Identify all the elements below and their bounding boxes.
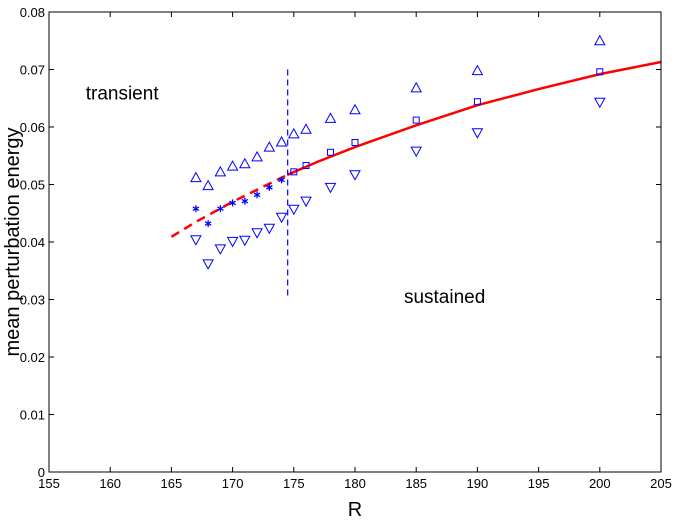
x-tick-label: 155	[38, 476, 60, 491]
point-triangle-up	[287, 127, 300, 139]
y-tick-label: 0	[38, 465, 45, 480]
x-tick-label: 175	[283, 476, 305, 491]
point-triangle-down	[238, 235, 251, 247]
fit-curve-group	[170, 60, 662, 238]
annotation-transient: transient	[86, 83, 160, 104]
point-triangle-down	[263, 223, 276, 235]
point-triangle-down	[300, 196, 312, 208]
point-triangle-up	[349, 103, 361, 115]
point-asterisk	[253, 191, 261, 199]
point-triangle-up	[226, 160, 239, 171]
point-triangle-down	[226, 236, 239, 248]
point-triangle-up	[471, 64, 484, 76]
point-triangle-down	[251, 228, 263, 239]
point-square	[412, 116, 420, 124]
y-axis-label: mean perturbation energy	[2, 127, 24, 356]
x-tick-label: 200	[589, 476, 611, 491]
point-triangle-up	[324, 112, 337, 123]
point-triangle-up	[263, 141, 276, 152]
data-points-group	[190, 34, 606, 270]
point-asterisk	[192, 205, 200, 213]
x-tick-label: 180	[344, 476, 366, 491]
asterisk-stroke	[253, 192, 261, 198]
point-triangle-up	[238, 157, 251, 169]
point-square	[290, 168, 298, 176]
point-triangle-down	[471, 128, 484, 139]
point-square	[596, 68, 604, 76]
x-tick-label: 185	[405, 476, 427, 491]
fit-curve-solid	[287, 60, 662, 176]
point-triangle-down	[287, 204, 300, 216]
point-triangle-down	[190, 235, 202, 246]
point-asterisk	[241, 197, 249, 205]
point-triangle-down	[593, 97, 606, 109]
asterisk-stroke	[229, 200, 236, 206]
point-asterisk	[229, 199, 236, 207]
point-triangle-up	[202, 179, 214, 191]
point-triangle-up	[593, 34, 606, 46]
y-tick-label: 0.07	[20, 63, 45, 78]
asterisk-stroke	[192, 206, 200, 211]
point-triangle-down	[202, 259, 214, 270]
y-tick-label: 0.08	[20, 5, 45, 20]
x-tick-label: 165	[161, 476, 183, 491]
y-tick-label: 0.04	[20, 235, 45, 250]
point-square	[473, 98, 481, 106]
point-asterisk	[204, 220, 212, 228]
fit-curve-dashed	[170, 173, 289, 238]
x-tick-label: 205	[650, 476, 672, 491]
point-triangle-down	[214, 244, 227, 255]
point-asterisk	[278, 176, 285, 184]
asterisk-stroke	[204, 221, 212, 226]
annotation-sustained: sustained	[404, 287, 485, 308]
point-triangle-up	[190, 171, 202, 183]
point-triangle-down	[410, 146, 423, 158]
asterisk-stroke	[265, 185, 273, 190]
x-tick-label: 170	[222, 476, 244, 491]
asterisk-stroke	[278, 177, 285, 183]
y-tick-label: 0.05	[20, 178, 45, 193]
point-triangle-up	[410, 81, 423, 93]
point-square	[351, 139, 359, 147]
point-square	[302, 162, 310, 170]
asterisk-stroke	[241, 198, 249, 204]
point-square	[327, 148, 335, 156]
point-triangle-up	[300, 123, 312, 134]
point-triangle-up	[214, 165, 227, 177]
y-tick-label: 0.06	[20, 120, 45, 135]
point-asterisk	[216, 205, 224, 213]
x-tick-label: 190	[467, 476, 489, 491]
y-tick-label: 0.03	[20, 293, 45, 308]
x-tick-label: 160	[99, 476, 121, 491]
point-triangle-down	[275, 212, 288, 224]
point-asterisk	[265, 183, 273, 191]
y-tick-label: 0.02	[20, 350, 45, 365]
y-tick-label: 0.01	[20, 408, 45, 423]
x-axis-label: R	[348, 499, 362, 520]
point-triangle-up	[275, 135, 288, 147]
point-triangle-down	[349, 170, 361, 181]
point-triangle-down	[324, 182, 337, 194]
point-triangle-up	[251, 150, 263, 162]
ticks: 155 160 165 170 175 180 185 190 195 200 205 0 0.01 0.…	[20, 5, 672, 491]
x-tick-label: 195	[528, 476, 550, 491]
asterisk-stroke	[216, 206, 224, 211]
